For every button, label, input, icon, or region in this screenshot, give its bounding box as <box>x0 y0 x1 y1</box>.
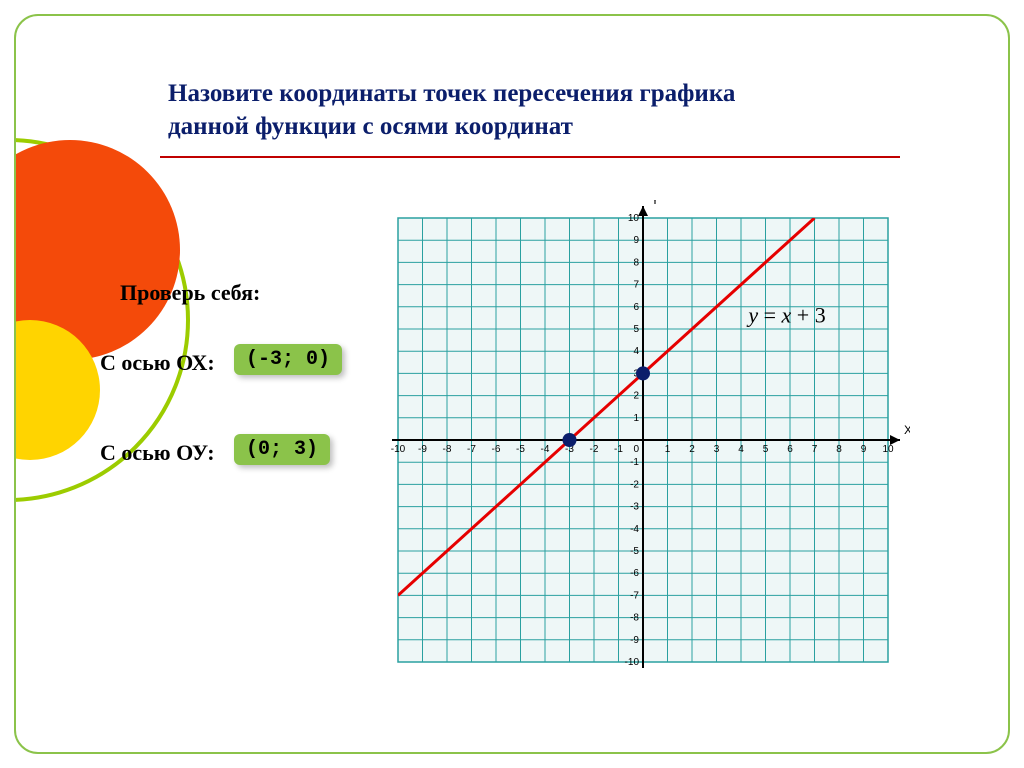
chart-svg: -10-9-8-7-6-5-4-3-2-112345678910-10-9-8-… <box>380 200 910 680</box>
svg-text:8: 8 <box>633 257 639 268</box>
svg-text:0: 0 <box>633 444 639 455</box>
svg-text:7: 7 <box>812 444 818 455</box>
svg-text:9: 9 <box>633 235 639 246</box>
title-underline <box>160 156 900 158</box>
svg-text:Y: Y <box>651 200 659 207</box>
svg-text:5: 5 <box>763 444 769 455</box>
svg-text:-7: -7 <box>630 590 639 601</box>
ox-answer-badge: (-3; 0) <box>234 344 342 375</box>
svg-text:-4: -4 <box>630 524 639 535</box>
svg-text:6: 6 <box>633 302 639 313</box>
check-yourself-label: Проверь себя: <box>120 280 260 306</box>
svg-text:-4: -4 <box>541 444 550 455</box>
svg-text:-1: -1 <box>630 457 639 468</box>
title-line-2: данной функции с осями координат <box>168 113 573 140</box>
svg-text:1: 1 <box>665 444 671 455</box>
svg-text:-9: -9 <box>418 444 427 455</box>
svg-text:-8: -8 <box>443 444 452 455</box>
oy-answer-badge: (0; 3) <box>234 434 330 465</box>
svg-text:-5: -5 <box>516 444 525 455</box>
svg-text:2: 2 <box>633 391 639 402</box>
svg-text:-3: -3 <box>630 502 639 513</box>
svg-text:-10: -10 <box>391 444 406 455</box>
svg-text:-1: -1 <box>614 444 623 455</box>
svg-text:3: 3 <box>714 444 720 455</box>
svg-text:8: 8 <box>836 444 842 455</box>
svg-text:7: 7 <box>633 280 639 291</box>
svg-text:9: 9 <box>861 444 867 455</box>
svg-text:5: 5 <box>633 324 639 335</box>
svg-text:2: 2 <box>689 444 695 455</box>
coordinate-chart: -10-9-8-7-6-5-4-3-2-112345678910-10-9-8-… <box>380 200 910 680</box>
slide-title: Назовите координаты точек пересечения гр… <box>168 78 888 143</box>
svg-text:-2: -2 <box>630 479 639 490</box>
svg-text:-6: -6 <box>630 568 639 579</box>
svg-text:4: 4 <box>633 346 639 357</box>
svg-text:4: 4 <box>738 444 744 455</box>
svg-text:-8: -8 <box>630 613 639 624</box>
title-line-1: Назовите координаты точек пересечения гр… <box>168 80 735 107</box>
svg-text:10: 10 <box>628 213 640 224</box>
svg-text:-2: -2 <box>590 444 599 455</box>
svg-text:10: 10 <box>882 444 894 455</box>
equation-label: y = x + 3 <box>746 302 825 327</box>
svg-text:6: 6 <box>787 444 793 455</box>
svg-text:-7: -7 <box>467 444 476 455</box>
svg-text:X: X <box>904 423 910 437</box>
svg-text:1: 1 <box>633 413 639 424</box>
oy-axis-label: С осью ОУ: <box>100 440 215 466</box>
svg-text:-5: -5 <box>630 546 639 557</box>
ox-axis-label: С осью ОХ: <box>100 350 215 376</box>
svg-text:-9: -9 <box>630 635 639 646</box>
svg-text:-6: -6 <box>492 444 501 455</box>
svg-text:-10: -10 <box>625 657 640 668</box>
